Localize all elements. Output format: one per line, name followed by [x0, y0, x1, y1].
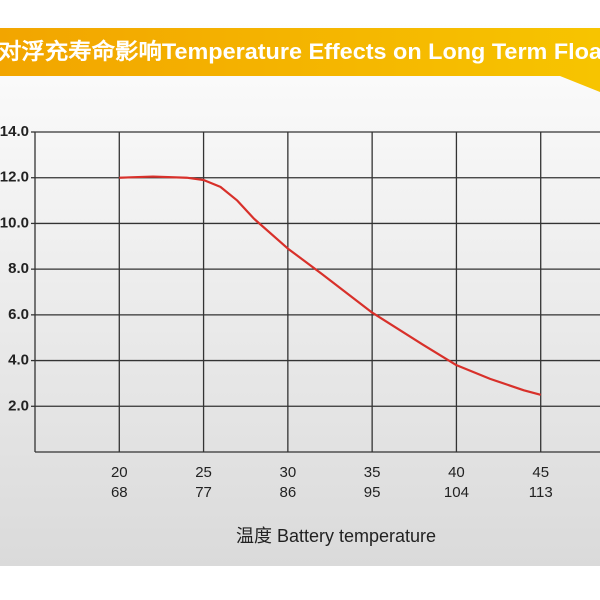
x-tick-label: 40 — [448, 464, 465, 481]
top-margin — [0, 0, 600, 20]
y-tick-label: 6.0 — [8, 306, 29, 323]
x-tick-label-fahrenheit: 113 — [529, 484, 553, 501]
bottom-margin — [0, 566, 600, 600]
y-tick-label: 2.0 — [8, 397, 29, 414]
x-tick-label: 25 — [195, 464, 212, 481]
x-tick-label: 30 — [280, 464, 297, 481]
x-tick-label-fahrenheit: 68 — [111, 484, 128, 501]
y-tick-label: 12.0 — [0, 169, 29, 186]
line-series — [119, 175, 542, 396]
x-axis-label: 温度 Battery temperature — [236, 526, 436, 546]
y-tick-label: 8.0 — [8, 260, 29, 277]
x-tick-label: 20 — [111, 464, 128, 481]
x-tick-label-fahrenheit: 86 — [280, 484, 297, 501]
x-tick-label-fahrenheit: 104 — [444, 484, 469, 501]
x-tick-label: 35 — [364, 464, 381, 481]
x-tick-label-fahrenheit: 77 — [195, 484, 212, 501]
x-tick-label-fahrenheit: 95 — [364, 484, 381, 501]
title-banner — [0, 28, 600, 92]
y-tick-label: 14.0 — [0, 123, 29, 140]
y-tick-label: 10.0 — [0, 214, 29, 231]
y-tick-label: 4.0 — [8, 352, 29, 369]
chart-title: 对浮充寿命影响Temperature Effects on Long Term … — [0, 39, 600, 64]
x-tick-label: 45 — [532, 464, 549, 481]
